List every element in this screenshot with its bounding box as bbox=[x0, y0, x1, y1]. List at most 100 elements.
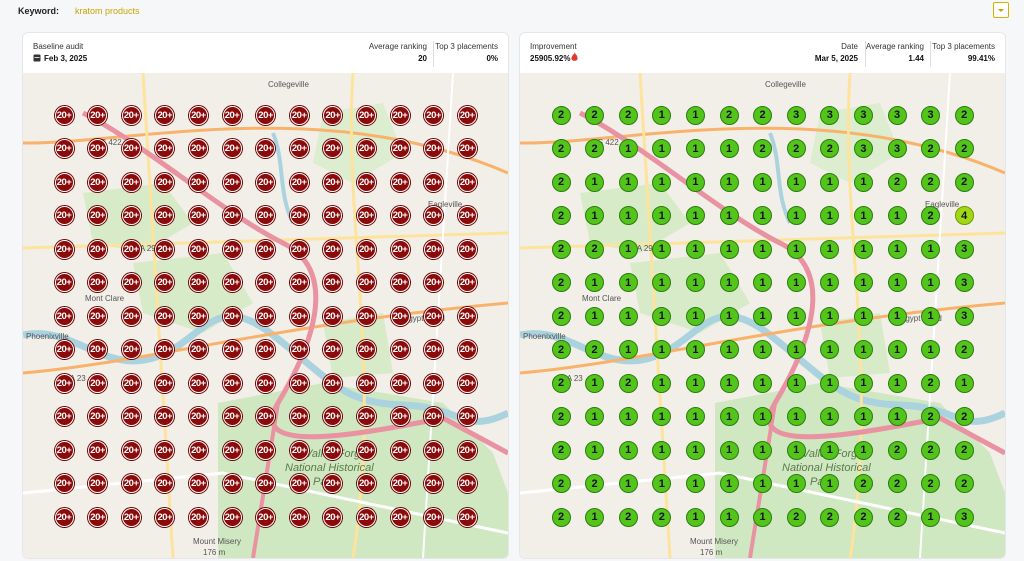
rank-pin: 3 bbox=[954, 273, 974, 292]
rank-pin: 1 bbox=[618, 172, 638, 192]
label: Average ranking bbox=[368, 42, 427, 51]
map: Collegeville Eagleville Phoenixville Mont C… bbox=[23, 73, 508, 558]
rank-pin: 3 bbox=[921, 105, 941, 125]
rank-pin: 1 bbox=[853, 239, 873, 259]
map-label: PA 29 bbox=[632, 244, 653, 253]
rank-pin: 20+ bbox=[424, 139, 444, 158]
rank-pin: 20+ bbox=[323, 105, 343, 125]
rank-pin: 2 bbox=[551, 273, 571, 292]
rank-pin: 20+ bbox=[256, 172, 276, 192]
rank-pin: 20+ bbox=[356, 373, 376, 393]
rank-pin: 20+ bbox=[457, 440, 477, 460]
rank-pin: 2 bbox=[585, 105, 605, 125]
rank-pin: 1 bbox=[786, 306, 806, 326]
rank-pin: 2 bbox=[887, 474, 907, 493]
rank-pin: 1 bbox=[887, 340, 907, 359]
rank-pin: 1 bbox=[618, 474, 638, 493]
rank-pin: 20+ bbox=[289, 507, 309, 527]
rank-pin: 20+ bbox=[155, 172, 175, 192]
rank-pin: 1 bbox=[719, 474, 739, 493]
map-label: Eagleville bbox=[925, 200, 960, 209]
rank-pin: 20+ bbox=[390, 440, 410, 460]
rank-pin: 2 bbox=[853, 507, 873, 527]
rank-pin: 20+ bbox=[256, 306, 276, 326]
rank-pin: 20+ bbox=[54, 306, 74, 326]
rank-pin: 20+ bbox=[323, 373, 343, 393]
rank-pin: 20+ bbox=[289, 407, 309, 426]
rank-pin: 20+ bbox=[88, 474, 108, 493]
rank-pin: 20+ bbox=[188, 206, 208, 225]
rank-pin: 20+ bbox=[289, 239, 309, 259]
rank-pin: 20+ bbox=[222, 373, 242, 393]
rank-pin: 3 bbox=[954, 306, 974, 326]
rank-pin: 20+ bbox=[188, 139, 208, 158]
rank-pin: 1 bbox=[921, 340, 941, 359]
rank-pin: 1 bbox=[585, 407, 605, 426]
rank-pin: 20+ bbox=[256, 474, 276, 493]
map-label: National Historical bbox=[285, 462, 374, 474]
rank-pin: 20+ bbox=[457, 373, 477, 393]
rank-pin: 1 bbox=[753, 440, 773, 460]
map-label: Collegeville bbox=[268, 80, 309, 89]
rank-pin: 1 bbox=[786, 239, 806, 259]
rank-pin: 2 bbox=[551, 474, 571, 493]
rank-pin: 20+ bbox=[88, 172, 108, 192]
rank-pin: 1 bbox=[786, 474, 806, 493]
rank-pin: 1 bbox=[618, 239, 638, 259]
map-label: Eagleville bbox=[428, 200, 463, 209]
rank-pin: 1 bbox=[618, 440, 638, 460]
rank-pin: 1 bbox=[719, 239, 739, 259]
rank-pin: 20+ bbox=[155, 373, 175, 393]
rank-pin: 20+ bbox=[88, 340, 108, 359]
rank-pin: 20+ bbox=[390, 206, 410, 225]
dropdown-button[interactable] bbox=[993, 2, 1009, 18]
rank-pin: 20+ bbox=[188, 306, 208, 326]
rank-pin: 1 bbox=[820, 440, 840, 460]
rank-pin: 1 bbox=[685, 474, 705, 493]
rank-pin: 20+ bbox=[390, 273, 410, 292]
rank-pin: 20+ bbox=[121, 206, 141, 225]
rank-pin: 20+ bbox=[457, 172, 477, 192]
rank-pin: 1 bbox=[820, 407, 840, 426]
rank-pin: 3 bbox=[954, 507, 974, 527]
rank-pin: 20+ bbox=[188, 507, 208, 527]
rank-pin: 1 bbox=[585, 273, 605, 292]
rank-pin: 2 bbox=[551, 239, 571, 259]
rank-pin: 20+ bbox=[424, 407, 444, 426]
rank-pin: 2 bbox=[551, 507, 571, 527]
rank-pin: 20+ bbox=[356, 105, 376, 125]
rank-pin: 2 bbox=[921, 139, 941, 158]
rank-pin: 20+ bbox=[88, 407, 108, 426]
rank-pin: 20+ bbox=[323, 340, 343, 359]
rank-pin: 1 bbox=[618, 206, 638, 225]
rank-pin: 2 bbox=[954, 139, 974, 158]
map-label: US 422 bbox=[592, 138, 619, 147]
rank-pin: 20+ bbox=[390, 239, 410, 259]
panel-header: Baseline audit Feb 3, 2025 Average ranki… bbox=[23, 33, 508, 73]
rank-pin: 2 bbox=[786, 507, 806, 527]
rank-pin: 20+ bbox=[188, 373, 208, 393]
rank-pin: 20+ bbox=[188, 407, 208, 426]
map-label: Egypt Road bbox=[900, 314, 942, 323]
map-label: Mont Clare bbox=[582, 294, 622, 303]
rank-pin: 20+ bbox=[222, 407, 242, 426]
rank-pin: 20+ bbox=[356, 172, 376, 192]
rank-pin: 20+ bbox=[289, 139, 309, 158]
rank-pin: 20+ bbox=[323, 306, 343, 326]
label: Baseline audit bbox=[33, 42, 84, 51]
rank-pin: 20+ bbox=[155, 507, 175, 527]
rank-pin: 20+ bbox=[457, 340, 477, 359]
rank-pin: 20+ bbox=[155, 306, 175, 326]
panel-header: Improvement 25905.92% Date Mar 5, 2025 A… bbox=[520, 33, 1005, 73]
rank-pin: 1 bbox=[685, 139, 705, 158]
rank-pin: 20+ bbox=[121, 139, 141, 158]
rank-pin: 20+ bbox=[356, 139, 376, 158]
rank-pin: 20+ bbox=[356, 407, 376, 426]
rank-pin: 20+ bbox=[457, 239, 477, 259]
rank-pin: 20+ bbox=[54, 507, 74, 527]
rank-pin: 2 bbox=[551, 407, 571, 426]
rank-pin: 20+ bbox=[356, 206, 376, 225]
rank-pin: 1 bbox=[719, 440, 739, 460]
rank-pin: 1 bbox=[685, 206, 705, 225]
